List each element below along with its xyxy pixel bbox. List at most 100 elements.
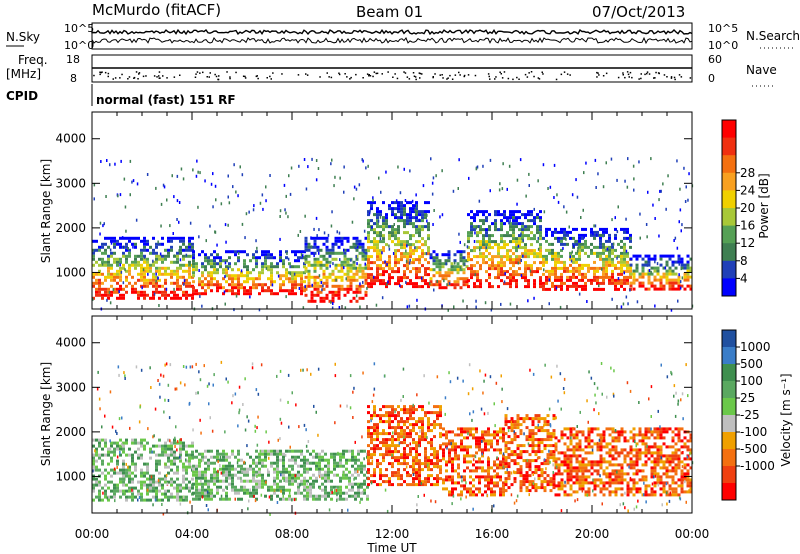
noise-cell bbox=[685, 185, 687, 189]
echo-cell bbox=[95, 260, 98, 264]
echo-cell bbox=[418, 261, 421, 265]
echo-cell bbox=[542, 236, 545, 240]
echo-cell bbox=[448, 460, 451, 464]
echo-cell bbox=[430, 468, 433, 472]
noise-cell bbox=[353, 197, 355, 201]
echo-cell bbox=[572, 257, 575, 261]
echo-cell bbox=[427, 429, 430, 433]
noise-cell bbox=[543, 268, 545, 272]
echo-cell bbox=[611, 245, 614, 249]
echo-cell bbox=[435, 262, 439, 266]
echo-cell bbox=[179, 248, 182, 252]
echo-cell bbox=[146, 468, 149, 472]
echo-cell bbox=[264, 265, 267, 269]
echo-cell bbox=[549, 456, 553, 460]
noise-cell bbox=[355, 266, 357, 270]
echo-cell bbox=[370, 414, 373, 418]
echo-cell bbox=[400, 456, 403, 460]
echo-cell bbox=[527, 282, 530, 286]
echo-cell bbox=[623, 287, 626, 291]
echo-cell bbox=[201, 473, 204, 477]
echo-cell bbox=[683, 287, 687, 291]
noise-cell bbox=[132, 245, 134, 249]
echo-cell bbox=[421, 279, 424, 283]
echo-cell bbox=[316, 281, 320, 285]
echo-cell bbox=[406, 474, 409, 478]
echo-cell bbox=[476, 285, 479, 289]
echo-cell bbox=[540, 429, 544, 433]
echo-cell bbox=[219, 259, 222, 263]
echo-cell bbox=[146, 483, 149, 487]
echo-cell bbox=[288, 262, 291, 266]
noise-cell bbox=[626, 185, 629, 189]
echo-cell bbox=[638, 272, 642, 276]
echo-cell bbox=[635, 254, 639, 258]
echo-cell bbox=[548, 287, 551, 291]
echo-cell bbox=[479, 279, 482, 283]
echo-cell bbox=[572, 454, 576, 458]
echo-cell bbox=[656, 266, 660, 270]
echo-cell bbox=[155, 492, 158, 496]
noise-cell bbox=[662, 182, 664, 186]
echo-cell bbox=[146, 465, 149, 469]
echo-cell bbox=[546, 480, 550, 484]
noise-cell bbox=[681, 223, 683, 227]
echo-cell bbox=[641, 275, 645, 279]
echo-cell bbox=[143, 462, 146, 466]
echo-cell bbox=[330, 485, 333, 489]
echo-cell bbox=[291, 271, 294, 275]
echo-cell bbox=[463, 454, 466, 458]
echo-cell bbox=[472, 427, 475, 431]
echo-cell bbox=[222, 259, 225, 263]
echo-cell bbox=[173, 272, 176, 276]
echo-cell bbox=[297, 485, 300, 489]
noise-cell bbox=[498, 188, 501, 192]
echo-cell bbox=[385, 222, 388, 226]
echo-cell bbox=[674, 281, 678, 285]
echo-cell bbox=[246, 491, 249, 495]
echo-cell bbox=[500, 234, 503, 238]
echo-cell bbox=[433, 435, 436, 439]
echo-cell bbox=[333, 464, 336, 468]
noise-cell bbox=[171, 174, 173, 178]
echo-cell bbox=[222, 470, 225, 474]
echo-cell bbox=[170, 296, 173, 300]
noise-cell bbox=[93, 197, 95, 201]
echo-cell bbox=[683, 263, 687, 267]
echo-cell bbox=[291, 289, 294, 293]
echo-cell bbox=[433, 483, 436, 487]
echo-cell bbox=[207, 449, 210, 453]
echo-cell bbox=[304, 239, 308, 243]
echo-cell bbox=[140, 254, 143, 258]
echo-cell bbox=[403, 225, 406, 229]
noise-cell bbox=[155, 279, 157, 283]
echo-cell bbox=[490, 475, 493, 479]
echo-cell bbox=[406, 255, 409, 259]
noise-cell bbox=[265, 266, 268, 270]
echo-cell bbox=[531, 459, 535, 463]
echo-cell bbox=[318, 458, 321, 462]
noise-cell bbox=[293, 272, 296, 276]
echo-cell bbox=[400, 276, 403, 280]
echo-cell bbox=[445, 487, 448, 491]
echo-cell bbox=[614, 281, 617, 285]
echo-cell bbox=[459, 256, 463, 260]
echo-cell bbox=[237, 250, 240, 254]
echo-cell bbox=[306, 488, 309, 492]
echo-cell bbox=[504, 483, 508, 487]
echo-cell bbox=[493, 493, 496, 497]
echo-cell bbox=[418, 459, 421, 463]
echo-cell bbox=[195, 491, 198, 495]
echo-cell bbox=[345, 449, 348, 453]
echo-cell bbox=[367, 453, 370, 457]
echo-cell bbox=[647, 275, 651, 279]
echo-cell bbox=[334, 263, 338, 267]
echo-cell bbox=[352, 296, 356, 300]
nave-label: Nave bbox=[746, 63, 777, 77]
echo-cell bbox=[176, 477, 179, 481]
noise-cell bbox=[629, 288, 631, 292]
echo-cell bbox=[198, 470, 201, 474]
echo-cell bbox=[98, 489, 101, 493]
echo-cell bbox=[201, 274, 204, 278]
echo-cell bbox=[686, 272, 690, 276]
